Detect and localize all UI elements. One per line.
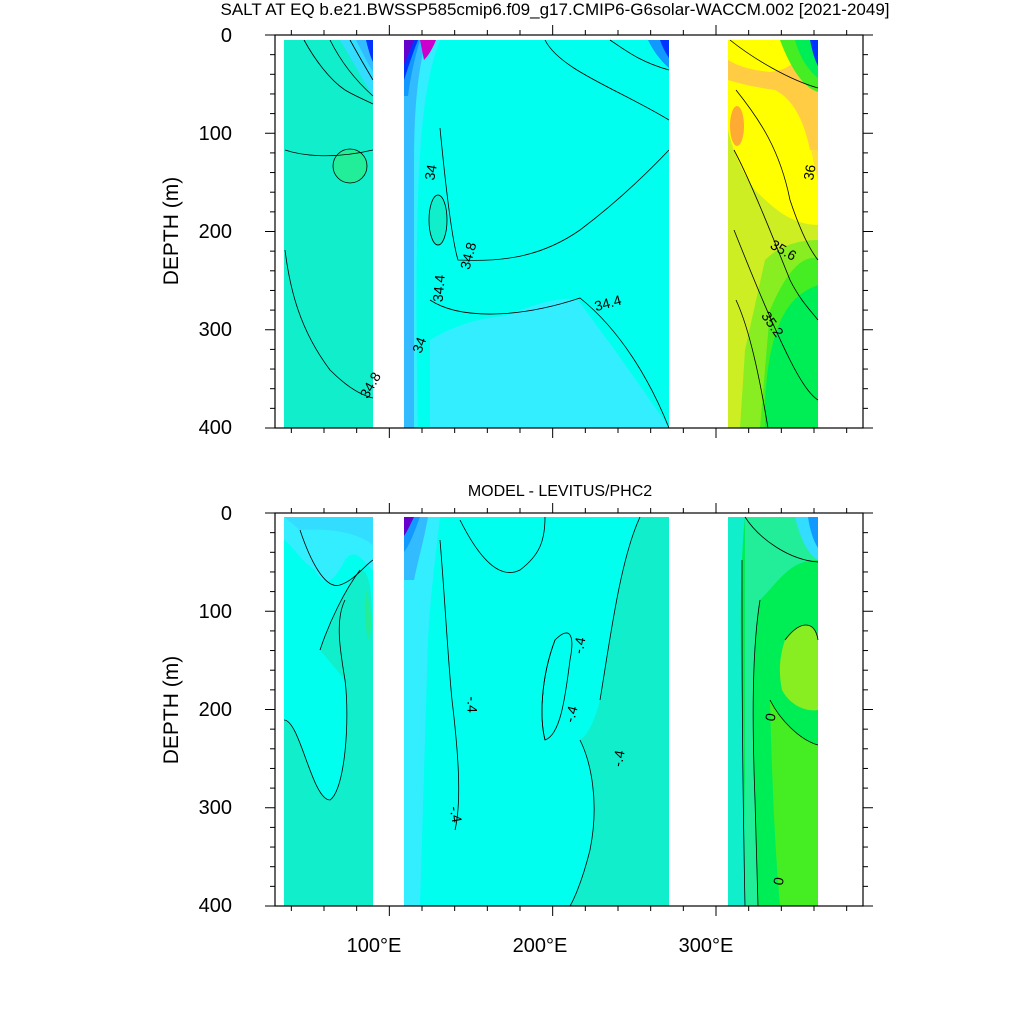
bottom-west-core (364, 590, 372, 640)
top-atlantic-blue-east (810, 40, 818, 66)
bottom-difference-field (283, 516, 819, 906)
bottom-contour-label-5: 0 (762, 712, 779, 723)
top-panel: SALT AT EQ b.e21.BWSSP585cmip6.f09_g17.C… (160, 0, 890, 439)
bottom-ytick-400: 400 (199, 895, 232, 917)
top-contour-lines (284, 39, 819, 428)
top-ytick-300: 300 (199, 319, 232, 341)
top-title: SALT AT EQ b.e21.BWSSP585cmip6.f09_g17.C… (221, 0, 890, 19)
bottom-contour-label-6: 0 (770, 876, 787, 887)
bottom-contour-label-2: -.4 (561, 704, 581, 724)
bottom-contour-label-4: -.4 (447, 805, 466, 824)
bottom-contour-label-3: -.4 (609, 749, 628, 768)
bottom-xtick-100: 100°E (347, 935, 402, 957)
bottom-atlantic-west-strip (728, 517, 745, 906)
bottom-central-west-darkest (404, 517, 414, 536)
top-ytick-labels: 0 100 200 300 400 (199, 25, 232, 439)
bottom-west-salty-plume (284, 570, 373, 906)
bottom-west-upper-cap (284, 517, 373, 545)
top-y-axis-label: DEPTH (m) (160, 177, 183, 286)
top-contour-label-3: 34.4 (430, 274, 448, 303)
top-ytick-200: 200 (199, 221, 232, 243)
bottom-panel: MODEL - LEVITUS/PHC2 DEPTH (m) (160, 483, 873, 957)
top-atlantic-salty-core (730, 106, 744, 146)
bottom-central-east-green (570, 517, 669, 906)
top-ytick-0: 0 (221, 25, 232, 47)
bottom-ytick-100: 100 (199, 601, 232, 623)
top-contour-label-5: 34.4 (593, 292, 624, 315)
top-central-west-edge-5 (404, 40, 414, 64)
bottom-central-west-strip (404, 517, 440, 906)
top-west-deep-blue (366, 40, 373, 62)
bottom-contour-labels: -.4 -.4 -.4 -.4 -.4 0 0 (447, 636, 787, 887)
bottom-ytick-0: 0 (221, 503, 232, 525)
top-central-east-deep (660, 40, 669, 58)
top-central-west-edge-6 (420, 40, 436, 60)
bottom-ytick-labels: 0 100 200 300 400 (199, 503, 232, 917)
bottom-atlantic-blue-east (808, 517, 818, 548)
bottom-atlantic-lime-patch (779, 625, 818, 711)
top-west-fresh-lens (332, 148, 368, 184)
bottom-xtick-200: 200°E (513, 935, 568, 957)
bottom-ticks (265, 503, 873, 916)
top-contour-label-4: 34 (409, 335, 429, 355)
top-central-lower-band (430, 298, 669, 428)
bottom-contour-label-0: -.4 (570, 636, 589, 655)
top-ticks (265, 25, 873, 438)
top-contour-label-1: 34 (421, 163, 439, 181)
top-central-west-edge-2 (404, 40, 426, 428)
bottom-title: MODEL - LEVITUS/PHC2 (468, 483, 652, 500)
bottom-xtick-300: 300°E (679, 935, 734, 957)
top-ytick-400: 400 (199, 417, 232, 439)
bottom-contour-label-1: -.4 (464, 696, 480, 713)
top-ytick-100: 100 (199, 123, 232, 145)
bottom-y-axis-label: DEPTH (m) (160, 656, 183, 765)
top-west-base-fill (284, 40, 373, 428)
bottom-ytick-300: 300 (199, 797, 232, 819)
bottom-atlantic-green-mid (770, 700, 818, 906)
bottom-contour-lines (283, 516, 819, 906)
bottom-xtick-labels: 100°E 200°E 300°E (347, 935, 734, 957)
top-contour-label-6: 36 (800, 163, 818, 181)
bottom-atlantic-sea-green (745, 517, 818, 906)
bottom-ytick-200: 200 (199, 699, 232, 721)
top-central-salty-core (428, 194, 448, 246)
top-salinity-field (284, 39, 819, 428)
top-contour-label-2: 34.8 (457, 240, 480, 271)
